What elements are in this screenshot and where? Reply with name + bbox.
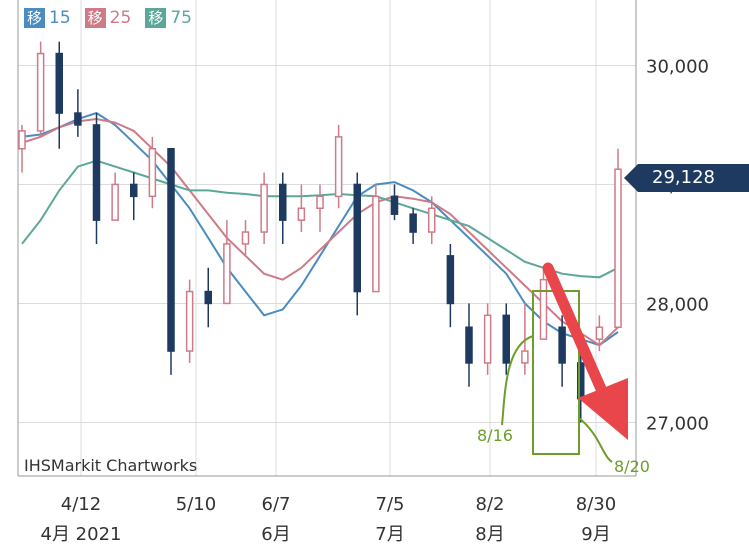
chart-credit: IHSMarkit Chartworks xyxy=(24,456,198,475)
ma-line-0 xyxy=(21,111,619,347)
candle-body xyxy=(614,168,622,328)
candle-body xyxy=(148,148,157,198)
candle-body xyxy=(521,350,529,364)
legend-period: 75 xyxy=(170,8,192,28)
candle-body xyxy=(260,183,268,233)
candle-body xyxy=(204,290,212,305)
candle-body xyxy=(372,195,380,293)
candle-body xyxy=(18,130,26,150)
down-arrow-shaft xyxy=(542,262,611,404)
candle-body xyxy=(502,314,510,364)
annotation-curve-start xyxy=(501,335,534,426)
candle-body xyxy=(446,255,455,305)
x-tick-label: 7/5 xyxy=(376,494,405,515)
x-month-label: 7月 xyxy=(375,524,404,545)
candle-body xyxy=(74,112,82,126)
x-tick-label: 6/7 xyxy=(262,494,291,515)
candle-body xyxy=(297,207,306,221)
legend-item-ma25: 移 25 xyxy=(84,8,132,28)
x-month-label: 8月 xyxy=(475,524,504,545)
legend-item-ma75: 移 75 xyxy=(145,8,192,28)
candle-body xyxy=(241,231,250,245)
candle-body xyxy=(185,290,194,352)
candle-body xyxy=(279,183,287,221)
legend-chip: 移 xyxy=(84,8,106,28)
candle-body xyxy=(390,195,399,215)
x-month-label: 4月 2021 xyxy=(41,524,122,545)
y-tick-label: 27,000 xyxy=(646,413,709,434)
candle-body xyxy=(130,183,138,198)
legend-chip: 移 xyxy=(145,8,167,28)
x-tick-label: 8/30 xyxy=(576,494,616,515)
candle-body xyxy=(55,52,63,114)
legend-period: 15 xyxy=(49,8,71,28)
annotation-start-label: 8/16 xyxy=(477,426,513,445)
candle-body xyxy=(483,314,492,364)
candle-body xyxy=(111,183,119,221)
x-month-label: 9月 xyxy=(581,524,610,545)
down-arrow-head xyxy=(578,378,628,440)
candle-body xyxy=(353,183,361,293)
x-tick-label: 5/10 xyxy=(176,494,216,515)
candle-body xyxy=(334,136,343,198)
candle-body xyxy=(428,207,436,233)
x-tick-label: 4/12 xyxy=(61,494,101,515)
x-month-label: 6月 xyxy=(261,524,290,545)
candle-body xyxy=(409,213,417,233)
annotation-end-label: 8/20 xyxy=(614,457,650,476)
legend: 移 15 移 25 移 75 xyxy=(24,8,192,28)
legend-item-ma15: 移 15 xyxy=(24,8,71,28)
candle-body xyxy=(92,124,101,221)
candle-body xyxy=(36,52,45,132)
candle-body xyxy=(465,326,473,364)
candle-body xyxy=(167,148,175,352)
ma-line-1 xyxy=(21,117,619,347)
legend-period: 25 xyxy=(109,8,132,28)
x-tick-label: 8/2 xyxy=(476,494,505,515)
legend-chip: 移 xyxy=(24,8,46,28)
annotation-curve-end xyxy=(578,417,613,463)
candle-body xyxy=(539,278,548,340)
y-tick-label: 28,000 xyxy=(646,294,709,315)
candle-body xyxy=(223,243,231,305)
candle-body xyxy=(316,195,324,210)
candle-body xyxy=(558,326,566,364)
last-price-tag: 29,128 xyxy=(624,164,749,192)
y-tick-label: 30,000 xyxy=(646,56,709,77)
candle-body xyxy=(595,326,604,340)
